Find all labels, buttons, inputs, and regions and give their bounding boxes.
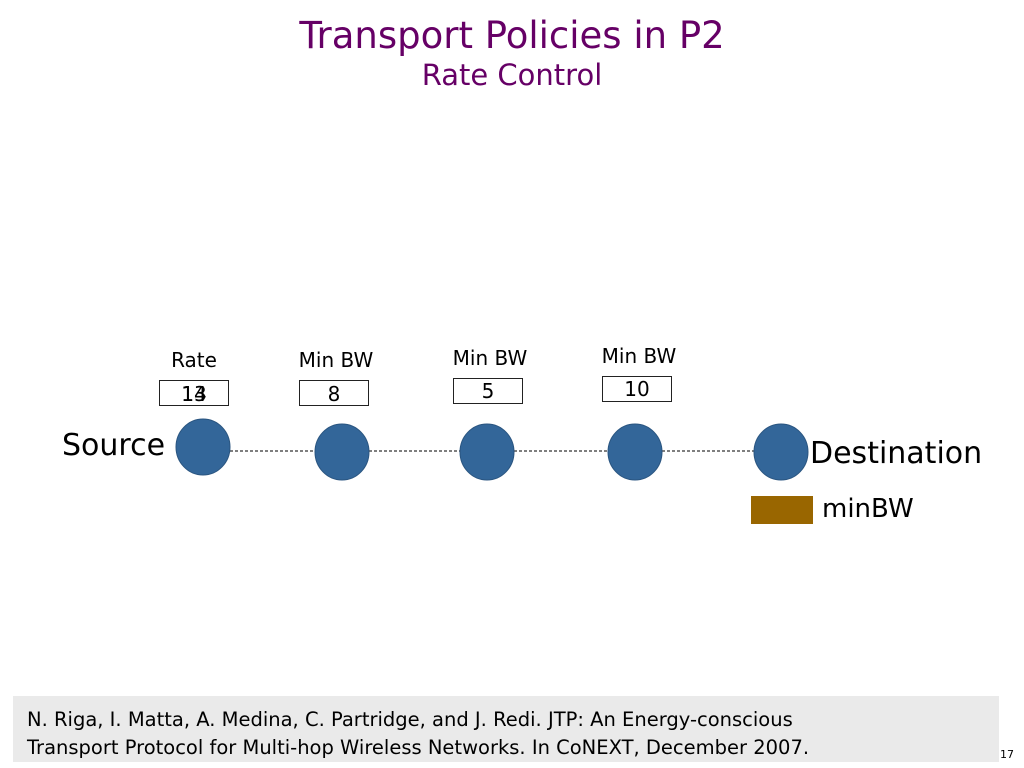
slide-title: Transport Policies in P2	[299, 14, 725, 57]
min-bw-label-3: Min BW	[601, 344, 677, 368]
min-bw-value-2: 5	[481, 379, 495, 403]
min-bw-label-1: Min BW	[298, 348, 374, 372]
citation-line-1: N. Riga, I. Matta, A. Medina, C. Partrid…	[27, 708, 793, 731]
page-number: 17	[1000, 748, 1014, 761]
min-bw-box-1: 8	[299, 380, 369, 406]
citation-box: N. Riga, I. Matta, A. Medina, C. Partrid…	[13, 696, 999, 762]
node-2	[314, 423, 370, 481]
rate-label: Rate	[171, 348, 217, 372]
min-bw-label-2: Min BW	[452, 346, 528, 370]
legend-swatch-minbw	[751, 496, 813, 524]
min-bw-box-3: 10	[602, 376, 672, 402]
citation-line-2: Transport Protocol for Multi-hop Wireles…	[27, 736, 810, 759]
network-nodes	[175, 418, 809, 481]
legend-label-minbw: minBW	[822, 494, 914, 524]
destination-label: Destination	[810, 436, 983, 471]
slide-subtitle: Rate Control	[421, 58, 603, 92]
min-bw-box-2: 5	[453, 378, 523, 404]
node-3	[459, 423, 515, 481]
min-bw-value-1: 8	[327, 382, 341, 406]
min-bw-value-3: 10	[624, 377, 650, 401]
source-label: Source	[62, 428, 166, 463]
rate-value-old: 13	[181, 382, 207, 406]
node-destination	[753, 423, 809, 481]
node-source	[175, 418, 231, 476]
rate-value-new: 14	[181, 382, 207, 406]
node-4	[607, 423, 663, 481]
rate-value-box: 13 14	[159, 380, 229, 406]
